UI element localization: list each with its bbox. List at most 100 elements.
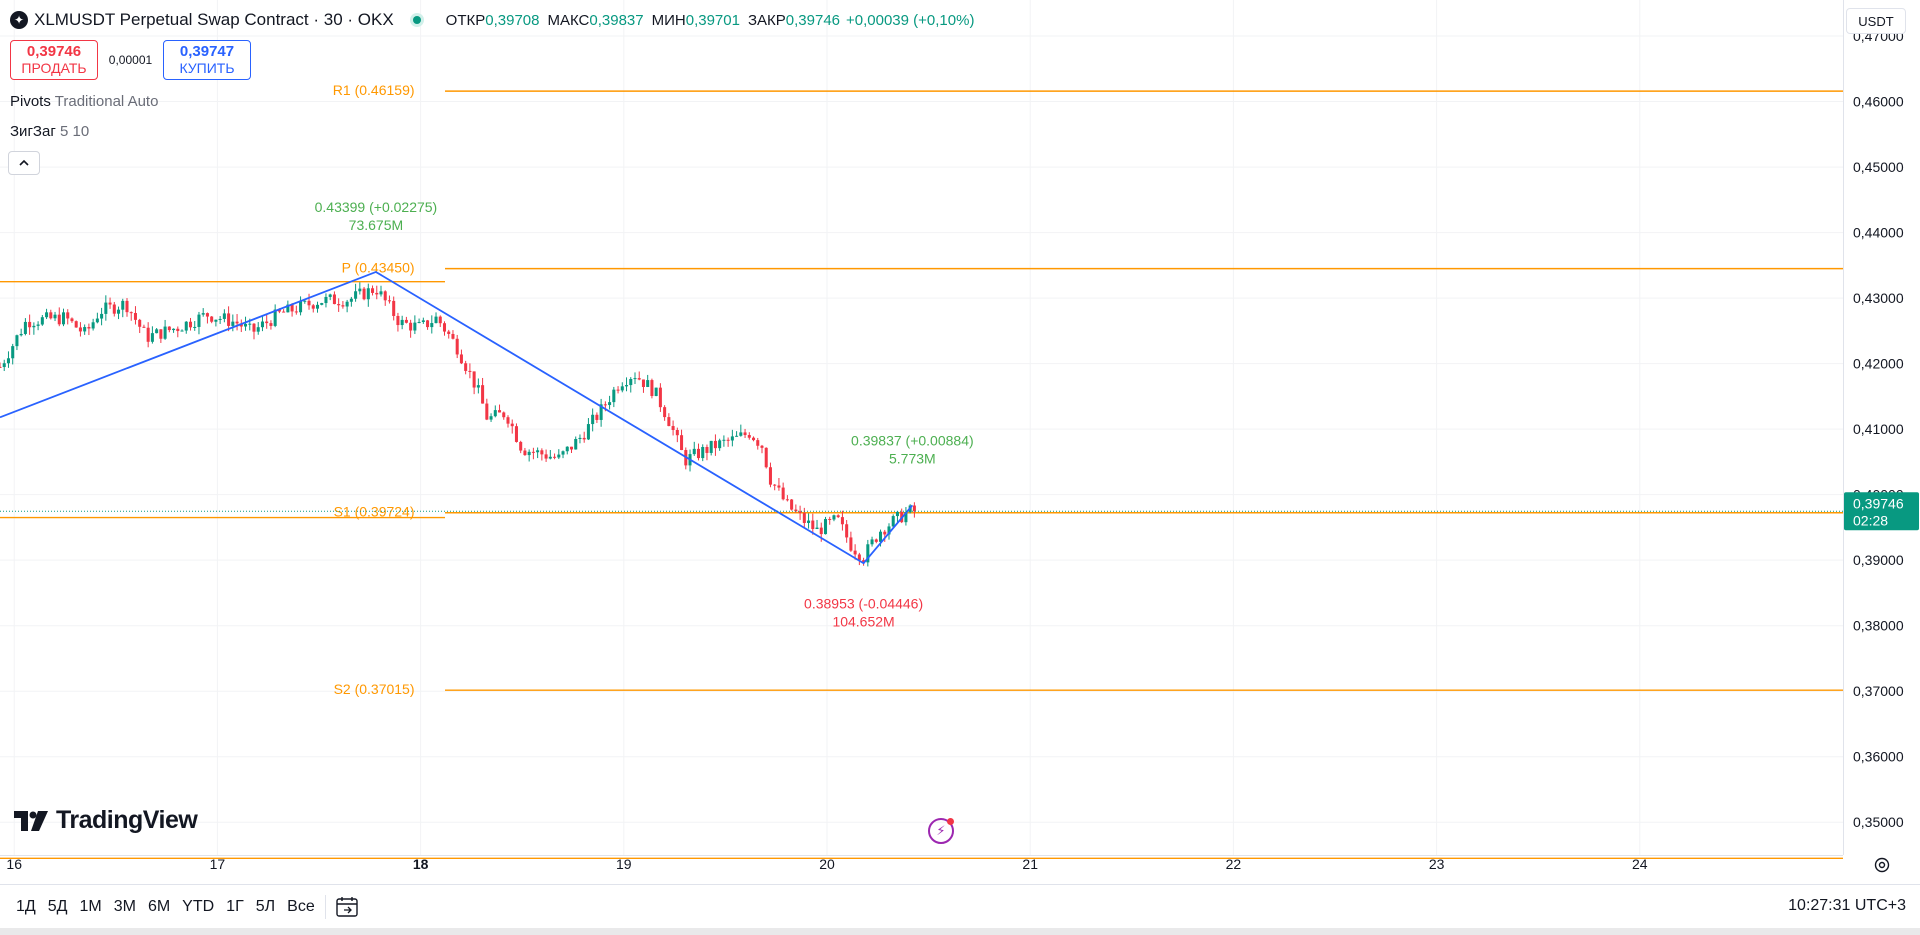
candle-body [502,412,506,418]
bottom-toolbar: 1Д 5Д 1М 3М 6М YTD 1Г 5Л Все 10:27:31 UT… [0,884,1920,929]
candle-body [705,447,709,453]
time-tick-label: 20 [819,856,835,872]
candle-body [188,321,193,328]
candle-body [807,520,811,523]
candle-body [819,527,823,535]
candle-body [332,294,336,305]
candle-body [569,446,574,450]
candle-body [15,335,19,347]
range-5d[interactable]: 5Д [47,898,68,915]
chevron-up-icon [19,159,29,166]
range-1y[interactable]: 1Г [226,898,244,915]
candle-body [625,385,629,387]
candle-body [358,288,362,292]
pivot-label-r1: R1 (0.46159) [333,82,415,98]
candle-body [40,317,44,325]
candle-body [180,330,184,332]
candle-body [294,311,298,313]
time-tick-label: 23 [1429,856,1445,872]
candle-body [459,354,463,364]
range-1d[interactable]: 1Д [16,898,36,915]
candle-body [282,311,286,313]
candle-body [61,312,66,325]
range-3m[interactable]: 3М [113,898,136,915]
go-to-date-button[interactable] [334,895,360,919]
time-tick-label: 22 [1226,856,1242,872]
candle-body [595,414,599,420]
candle-body [6,358,10,364]
candle-body [895,511,899,517]
candle-body [891,516,895,527]
candle-body [231,321,235,326]
time-tick-label: 17 [210,856,226,872]
indicator-zigzag[interactable]: ЗигЗаг 5 10 [10,123,89,140]
candle-body [277,309,281,312]
candle-body [265,321,269,324]
candle-body [205,313,209,317]
candle-body [400,319,404,326]
candle-body [883,531,887,535]
range-ytd[interactable]: YTD [182,898,215,915]
market-status-icon[interactable] [409,13,424,27]
candle-body [28,321,32,328]
candle-body [78,327,82,332]
candle-body [23,321,27,334]
candle-body [430,323,434,328]
range-5y[interactable]: 5Л [255,898,276,915]
time-tick-label: 21 [1022,856,1038,872]
candle-body [468,370,472,372]
buy-button[interactable]: 0,39747 КУПИТЬ [163,40,251,80]
zigzag-pivot-price-label: 0.38953 (-0.04446) [804,595,923,611]
candle-body [11,346,15,359]
candle-body [472,371,476,388]
candle-body [218,318,222,320]
current-price-badge [1844,492,1919,531]
pivots-params: Traditional Auto [54,93,159,110]
utc-clock[interactable]: 10:27:31 UTC+3 [1788,897,1906,914]
candle-body [608,402,612,406]
currency-selector[interactable]: USDT [1846,8,1906,34]
candle-body [633,378,637,380]
candle-body [36,324,40,326]
candle-body [853,550,857,555]
time-tick-label: 24 [1632,856,1648,872]
tradingview-wordmark: TradingView [56,806,198,834]
zigzag-pivot-volume-label: 104.652M [832,613,894,629]
chart-settings-button[interactable] [1872,855,1892,875]
candle-body [620,386,624,391]
sell-button[interactable]: 0,39746 ПРОДАТЬ [10,40,98,80]
buy-label: КУПИТЬ [179,60,235,76]
range-all[interactable]: Все [287,898,315,915]
candle-body [591,414,595,425]
candle-body [493,410,497,417]
candle-body [561,451,565,455]
collapse-legend-button[interactable] [8,151,40,175]
close-label: ЗАКР [747,11,786,29]
current-price-label: 0,39746 [1853,495,1904,511]
candle-body [785,499,789,501]
candle-body [540,450,544,455]
indicator-pivots[interactable]: Pivots Traditional Auto [10,93,158,110]
candle-body [396,315,400,326]
zigzag-line [0,270,914,565]
range-1m[interactable]: 1М [79,898,102,915]
symbol-title[interactable]: XLMUSDT Perpetual Swap Contract · 30 · O… [34,10,394,29]
candle-body [476,385,480,388]
price-chart[interactable]: 0,470000,460000,450000,440000,430000,420… [0,0,1920,884]
candle-body [87,327,91,329]
candle-body [747,435,751,438]
tradingview-logo[interactable]: TradingView [14,806,198,835]
candle-body [523,450,527,456]
candle-body [823,518,828,535]
flash-signal-button[interactable]: ⚡ [928,818,954,844]
candle-body [654,387,658,397]
candle-body [557,454,561,458]
candle-body [121,300,125,310]
candle-body [256,327,260,332]
pivot-label-s2: S2 (0.37015) [334,681,415,697]
candle-body [455,338,459,355]
low-value: 0,39701 [685,11,740,29]
candle-body [417,321,421,323]
candle-body [680,435,684,451]
range-6m[interactable]: 6М [147,898,171,915]
